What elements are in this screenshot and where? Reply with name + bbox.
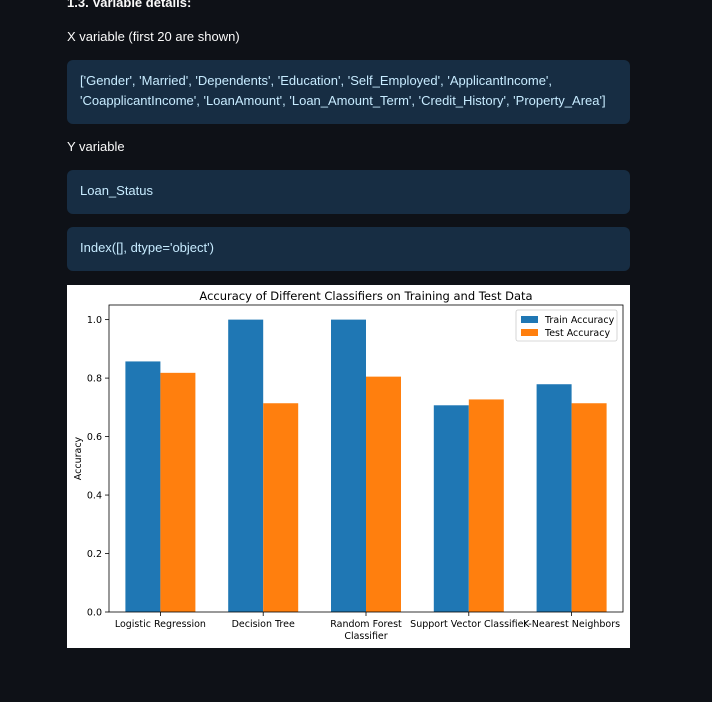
section-subheader: 1.3. Variable details: (67, 0, 192, 10)
x-variable-line-1: ['Gender', 'Married', 'Dependents', 'Edu… (80, 73, 553, 88)
y-variable-codeblock[interactable]: Loan_Status (67, 170, 630, 214)
y-tick-label: 0.4 (87, 491, 102, 502)
accuracy-chart-svg: Accuracy of Different Classifiers on Tra… (73, 289, 624, 642)
train-accuracy-bar (228, 319, 264, 612)
index-value: Index([], dtype='object') (80, 240, 214, 255)
y-axis-label: Accuracy (73, 436, 84, 480)
x-tick-label: Classifier (344, 631, 387, 642)
x-tick-label: Random Forest (330, 619, 402, 630)
plot-frame (108, 304, 624, 613)
y-tick-label: 0.8 (87, 374, 102, 385)
x-tick-label: Support Vector Classifier (410, 619, 527, 630)
y-tick-label: 0.0 (87, 608, 102, 619)
legend-label: Test Accuracy (544, 328, 610, 339)
chart-title: Accuracy of Different Classifiers on Tra… (199, 289, 532, 303)
test-accuracy-bar (263, 403, 299, 612)
legend-swatch (521, 316, 538, 323)
x-tick-label: K-Nearest Neighbors (523, 619, 620, 630)
y-tick-label: 0.2 (87, 549, 102, 560)
legend-label: Train Accuracy (544, 315, 615, 326)
index-codeblock[interactable]: Index([], dtype='object') (67, 227, 630, 271)
legend-box (515, 309, 618, 342)
test-accuracy-bar (468, 399, 504, 612)
x-tick-label: Decision Tree (232, 619, 295, 630)
test-accuracy-bar (366, 376, 401, 612)
x-variable-line-2: 'CoapplicantIncome', 'LoanAmount', 'Loan… (80, 93, 606, 108)
train-accuracy-bar (331, 319, 366, 612)
accuracy-chart: Accuracy of Different Classifiers on Tra… (67, 285, 630, 648)
y-variable-value: Loan_Status (80, 183, 154, 198)
x-tick-label: Logistic Regression (115, 619, 206, 630)
y-tick-label: 1.0 (87, 315, 102, 326)
x-variable-codeblock[interactable]: ['Gender', 'Married', 'Dependents', 'Edu… (67, 60, 630, 124)
x-variable-label: X variable (first 20 are shown) (67, 29, 240, 44)
y-variable-label: Y variable (67, 139, 125, 154)
train-accuracy-bar (536, 384, 572, 612)
train-accuracy-bar (433, 405, 469, 612)
test-accuracy-bar (571, 403, 607, 612)
train-accuracy-bar (125, 361, 161, 612)
test-accuracy-bar (160, 372, 196, 612)
legend-swatch (521, 329, 538, 336)
y-tick-label: 0.6 (87, 432, 102, 443)
